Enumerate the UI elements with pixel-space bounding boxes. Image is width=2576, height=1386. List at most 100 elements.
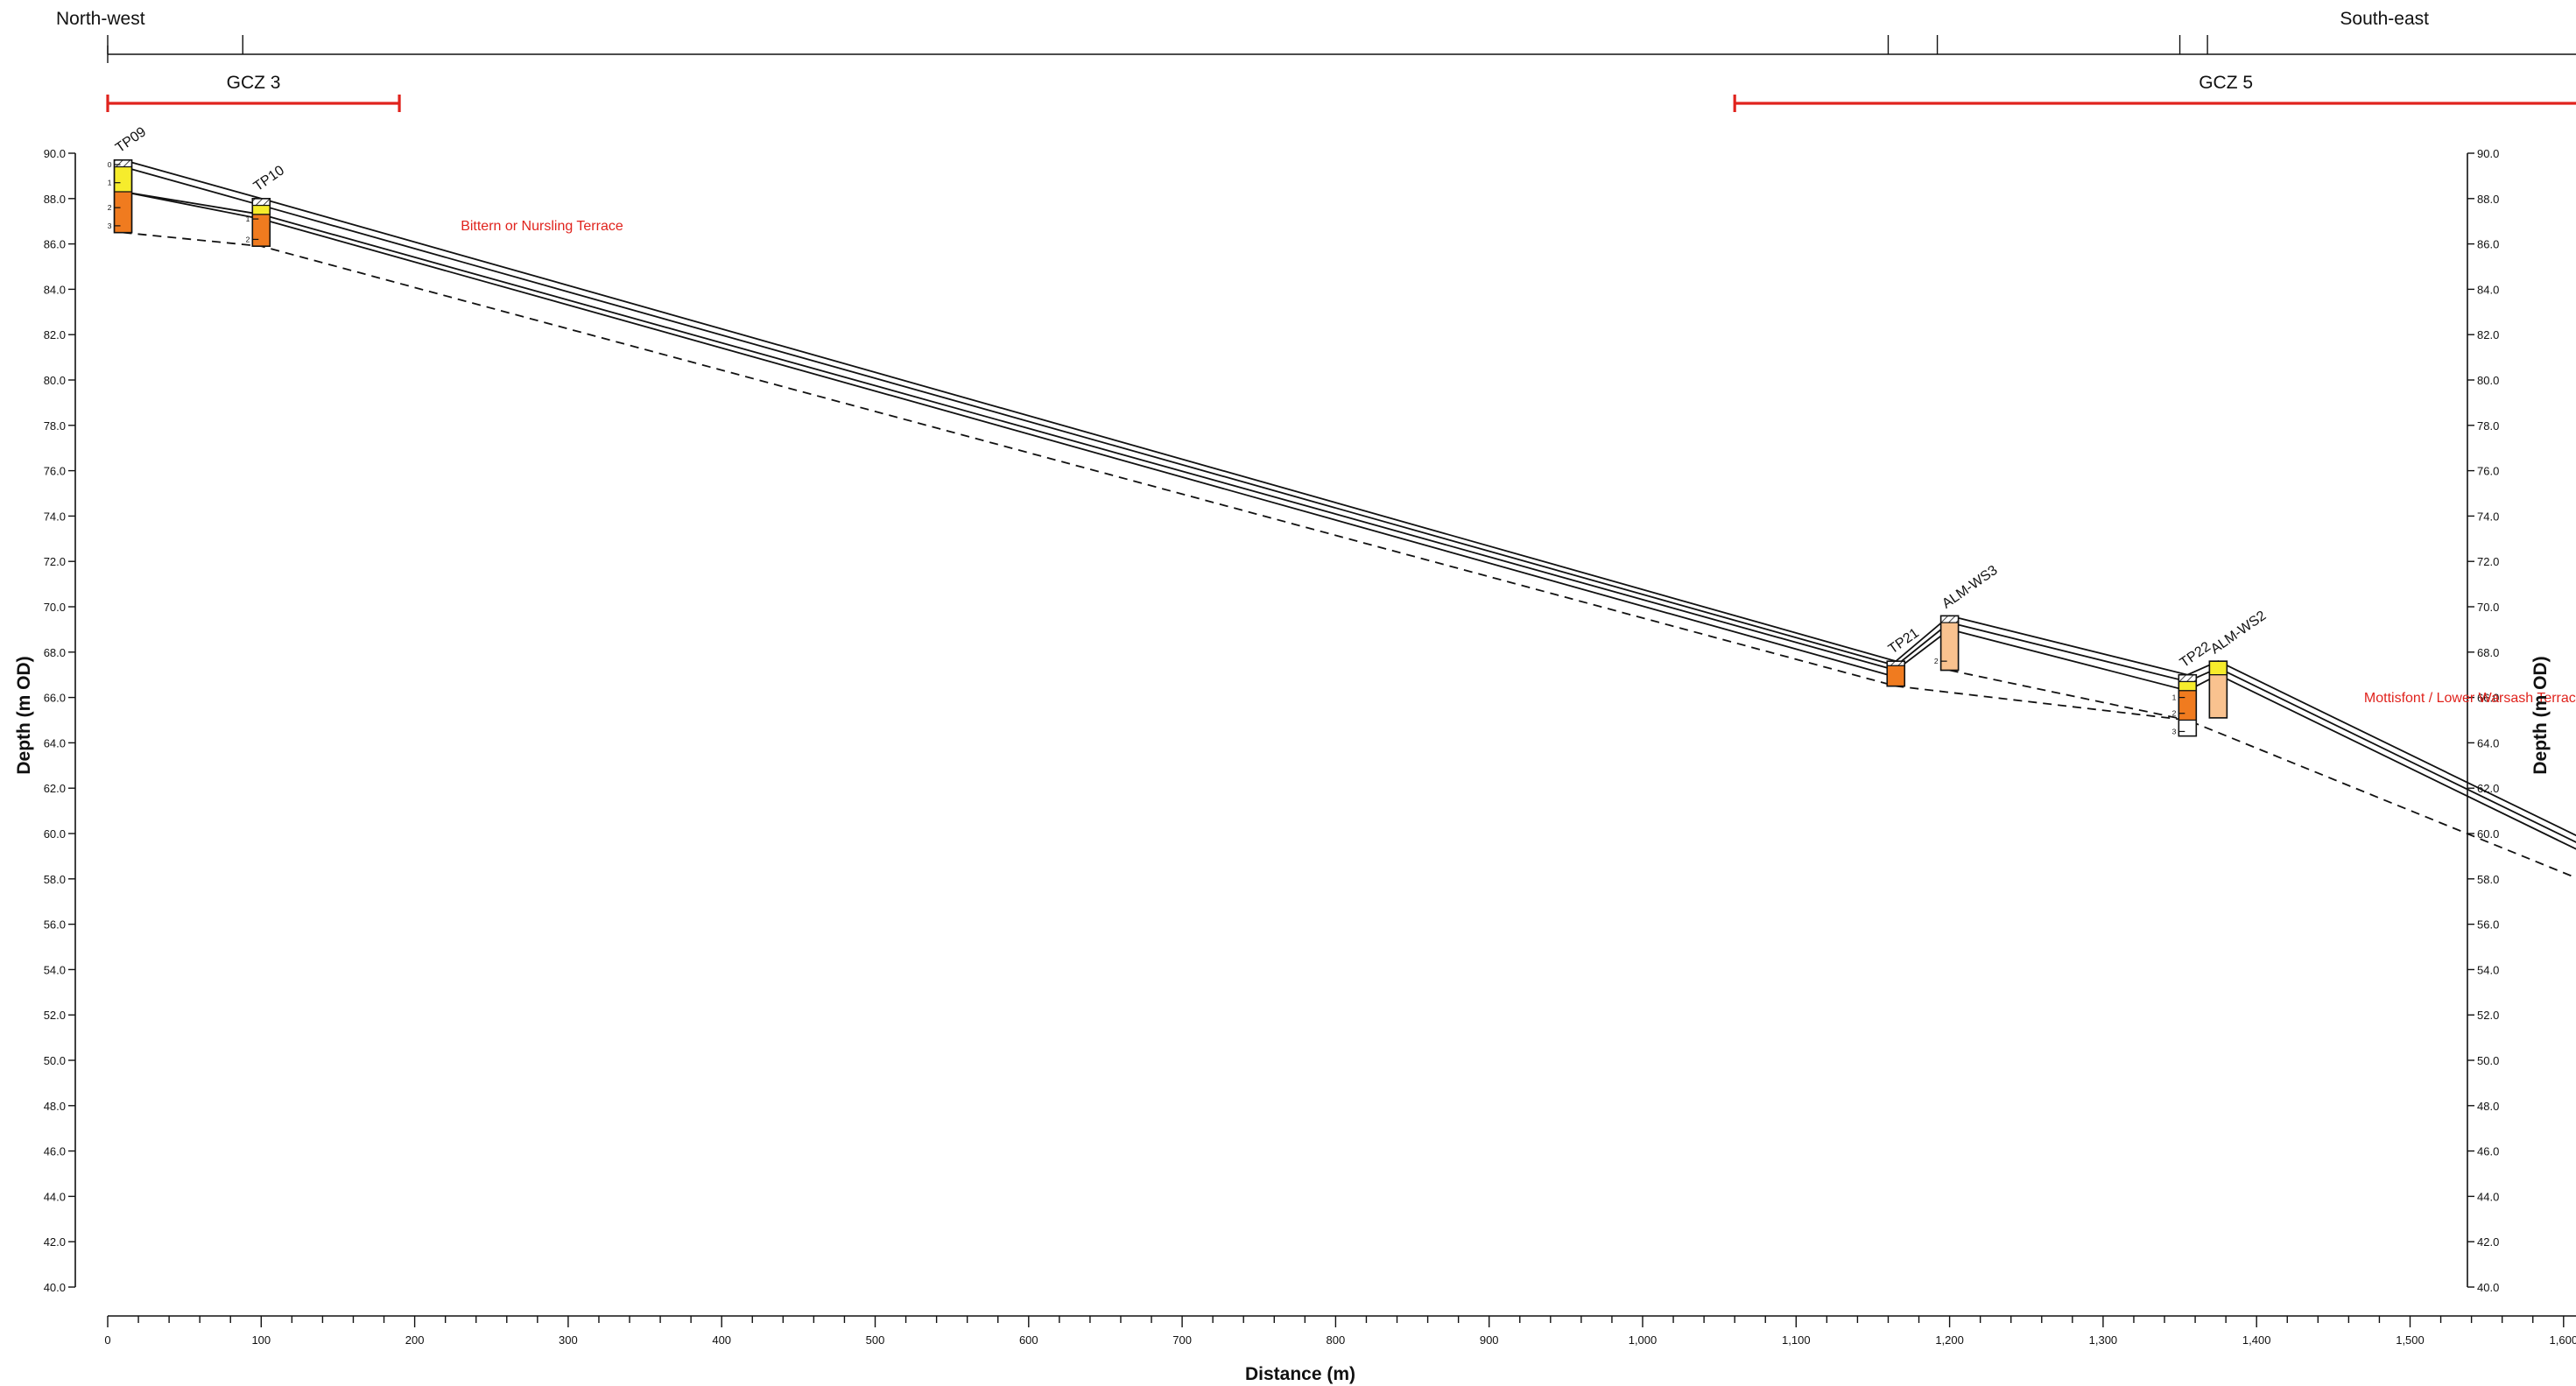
y-tick-label-left: 60.0 — [44, 827, 66, 841]
y-tick-label-left: 78.0 — [44, 419, 66, 433]
x-tick-label: 1,600 — [2550, 1333, 2576, 1347]
layer-orange — [1886, 665, 1905, 687]
y-tick-label-right: 50.0 — [2477, 1054, 2499, 1067]
base-correlation-line — [1949, 669, 2188, 721]
borehole-tp09: 0 1 2 3 TP09 — [108, 124, 149, 234]
y-tick-label-left: 52.0 — [44, 1009, 66, 1022]
y-tick-label-right: 84.0 — [2477, 283, 2499, 296]
depth-mark: 2 — [1934, 657, 1939, 665]
x-tick-label: 300 — [559, 1333, 578, 1347]
x-tick-label: 0 — [104, 1333, 110, 1347]
axes: 40.0 40.0 42.0 42.0 44.0 44.0 46.0 46.0 48.0 48.0… — [44, 147, 2576, 1347]
y-tick-label-left: 46.0 — [44, 1145, 66, 1158]
borehole-alm-ws2: ALM-WS2 — [2208, 609, 2269, 719]
y-tick-label-right: 88.0 — [2477, 193, 2499, 206]
borehole-outline — [251, 198, 271, 247]
surface-correlation-line — [2217, 673, 2576, 850]
y-axis-title-right: Depth (m OD) — [2530, 656, 2551, 774]
y-tick-label-left: 90.0 — [44, 147, 66, 160]
south-east-label: South-east — [2340, 9, 2429, 29]
x-axis-title: Distance (m) — [1245, 1364, 1355, 1384]
y-tick-label-right: 76.0 — [2477, 465, 2499, 478]
depth-mark: 1 — [2172, 693, 2177, 702]
y-tick-label-left: 58.0 — [44, 873, 66, 886]
terrace-label: Bittern or Nursling Terrace — [461, 219, 623, 234]
terrace-label-line: Mottisfont / Lower Warsash Terrace — [2364, 691, 2576, 706]
north-west-label: North-west — [56, 9, 145, 29]
y-tick-label-left: 42.0 — [44, 1235, 66, 1249]
x-tick-label: 1,500 — [2396, 1333, 2425, 1347]
y-axis-title-left: Depth (m OD) — [14, 656, 34, 774]
layer-hatch — [113, 159, 133, 168]
borehole-name: ALM-WS3 — [1939, 563, 2001, 612]
depth-mark: 3 — [2172, 727, 2177, 735]
depth-mark: 0 — [108, 160, 112, 169]
y-tick-label-left: 50.0 — [44, 1054, 66, 1067]
borehole-tp21: TP21 — [1886, 626, 1922, 687]
borehole-outline — [1886, 660, 1906, 687]
borehole-outline — [2208, 660, 2228, 719]
layer-peach — [2208, 674, 2228, 719]
depth-mark: 2 — [2172, 709, 2177, 718]
depth-mark: 1 — [246, 215, 250, 223]
layer-yellow — [251, 204, 271, 215]
surface-correlation-line — [123, 191, 1897, 679]
borehole-name: TP21 — [1886, 626, 1922, 658]
y-tick-label-left: 54.0 — [44, 963, 66, 976]
surface-correlation-line — [123, 158, 2576, 837]
y-tick-label-left: 84.0 — [44, 283, 66, 296]
layer-peach — [1940, 622, 1960, 672]
y-tick-label-right: 48.0 — [2477, 1100, 2499, 1113]
x-tick-label: 400 — [712, 1333, 731, 1347]
borehole-name: TP10 — [251, 163, 287, 194]
depth-mark: 1 — [108, 179, 112, 187]
layer-hatch — [1940, 615, 1960, 623]
x-tick-label: 500 — [866, 1333, 885, 1347]
y-tick-label-right: 46.0 — [2477, 1145, 2499, 1158]
y-tick-label-right: 42.0 — [2477, 1235, 2499, 1249]
borehole-alm-ws3: 2 ALM-WS3 — [1934, 563, 2001, 672]
base-correlation-line — [123, 231, 2576, 879]
layer-yellow — [2208, 660, 2228, 676]
surface-correlation-line — [123, 191, 2219, 692]
borehole-outline — [113, 158, 133, 234]
y-tick-label-left: 70.0 — [44, 601, 66, 614]
y-tick-label-left: 76.0 — [44, 465, 66, 478]
x-tick-label: 200 — [405, 1333, 425, 1347]
layer-yellow — [113, 165, 133, 193]
y-tick-label-right: 64.0 — [2477, 736, 2499, 749]
zone-label: GCZ 3 — [227, 73, 281, 93]
layer-hatch — [2178, 674, 2197, 683]
x-tick-label: 1,400 — [2242, 1333, 2271, 1347]
borehole-name: TP09 — [113, 124, 149, 156]
y-tick-label-left: 72.0 — [44, 555, 66, 568]
y-tick-label-left: 66.0 — [44, 692, 66, 705]
depth-mark: 3 — [108, 222, 112, 230]
y-tick-label-right: 74.0 — [2477, 510, 2499, 523]
depth-mark: 2 — [108, 203, 112, 212]
y-tick-label-left: 62.0 — [44, 782, 66, 795]
y-tick-label-right: 60.0 — [2477, 827, 2499, 841]
y-tick-label-right: 44.0 — [2477, 1190, 2499, 1203]
borehole-logs: 0123TP0912TP10TP212ALM-WS3123TP22ALM-WS2… — [108, 124, 2269, 737]
x-tick-label: 600 — [1019, 1333, 1038, 1347]
top-marker-track — [107, 35, 2576, 63]
y-tick-label-right: 78.0 — [2477, 419, 2499, 433]
surface-correlation-line — [123, 165, 2576, 843]
y-tick-label-right: 80.0 — [2477, 374, 2499, 387]
x-tick-label: 1,300 — [2089, 1333, 2118, 1347]
y-tick-label-right: 90.0 — [2477, 147, 2499, 160]
layer-hatch — [251, 198, 271, 207]
y-tick-label-left: 68.0 — [44, 646, 66, 659]
layer-orange — [113, 191, 133, 234]
x-tick-label: 100 — [251, 1333, 271, 1347]
y-tick-label-right: 56.0 — [2477, 918, 2499, 932]
terrace-label-line: Bittern or Nursling Terrace — [461, 219, 623, 234]
y-tick-label-right: 52.0 — [2477, 1009, 2499, 1022]
y-tick-label-right: 58.0 — [2477, 873, 2499, 886]
layer-yellow — [2178, 680, 2197, 692]
